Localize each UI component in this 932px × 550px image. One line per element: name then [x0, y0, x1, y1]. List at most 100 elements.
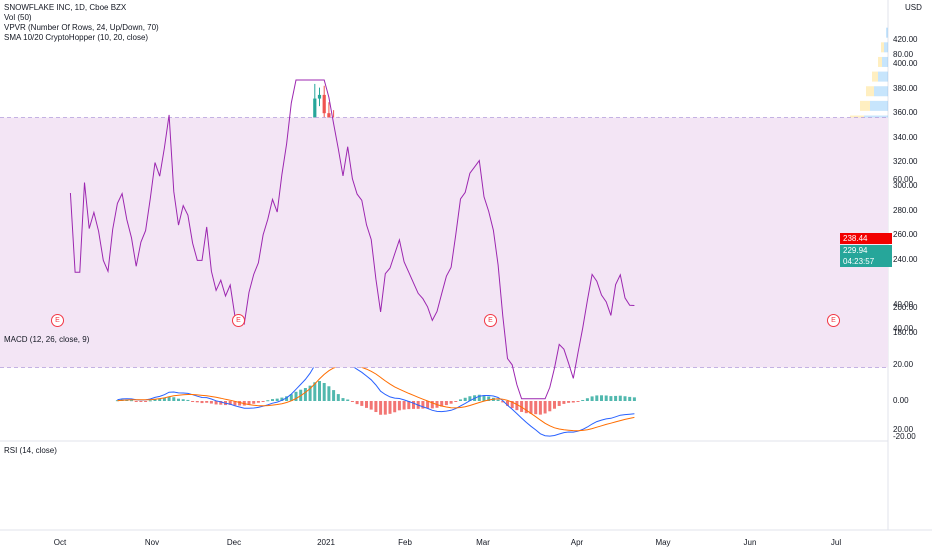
rsi-band	[0, 117, 888, 368]
macd-histogram-bar	[346, 399, 350, 401]
macd-histogram-bar	[590, 396, 594, 401]
macd-histogram-bar	[534, 401, 538, 415]
macd-histogram-bar	[186, 399, 190, 401]
macd-histogram-bar	[238, 401, 242, 406]
time-axis-label: May	[655, 538, 671, 547]
macd-histogram-bar	[426, 401, 430, 409]
macd-histogram-bar	[567, 401, 571, 403]
macd-histogram-bar	[360, 401, 364, 406]
macd-histogram-bar	[454, 401, 458, 402]
macd-histogram-bar	[538, 401, 542, 415]
macd-histogram-bar	[524, 401, 528, 414]
macd-histogram-bar	[228, 401, 232, 405]
macd-histogram-bar	[600, 395, 603, 401]
earnings-marker[interactable]: E	[51, 314, 64, 327]
axis-tick-label: 400.00	[893, 59, 918, 69]
macd-histogram-bar	[303, 388, 307, 401]
macd-histogram-bar	[571, 401, 575, 403]
time-axis-label: Feb	[398, 538, 412, 547]
vpvr-indicator-label: VPVR (Number Of Rows, 24, Up/Down, 70)	[4, 23, 159, 32]
volume-indicator-label: Vol (50)	[4, 13, 32, 22]
time-axis-label: Apr	[570, 538, 584, 547]
macd-histogram-bar	[585, 398, 589, 401]
axis-tick-label: -20.00	[893, 432, 916, 441]
macd-histogram-bar	[407, 401, 411, 410]
macd-histogram-bar	[172, 397, 176, 401]
macd-histogram-bar	[553, 401, 556, 409]
macd-histogram-bar	[468, 396, 472, 401]
macd-histogram-bar	[134, 401, 138, 402]
macd-histogram-bar	[374, 401, 378, 413]
macd-histogram-bar	[487, 396, 491, 401]
macd-histogram-bar	[543, 401, 547, 414]
macd-histogram-bar	[219, 401, 223, 405]
macd-histogram-bar	[144, 401, 148, 402]
macd-histogram-bar	[632, 397, 636, 401]
currency-label: USD	[905, 3, 922, 12]
time-axis-label: Oct	[53, 538, 67, 547]
macd-histogram-bar	[153, 399, 157, 401]
axis-tick-label: 20.00	[893, 425, 914, 434]
macd-histogram-bar	[214, 401, 218, 405]
time-axis-label: Dec	[226, 538, 242, 547]
time-axis-label: Jul	[830, 538, 842, 547]
macd-histogram-bar	[308, 385, 312, 401]
macd-histogram-bar	[595, 395, 599, 401]
macd-histogram-bar	[350, 401, 354, 402]
macd-histogram-bar	[614, 395, 618, 401]
macd-histogram-bar	[618, 395, 622, 401]
macd-histogram-bar	[379, 401, 383, 415]
macd-histogram-bar	[369, 401, 373, 410]
time-axis-label: 2021	[317, 538, 335, 547]
macd-histogram-bar	[313, 382, 317, 401]
axis-tick-label: 420.00	[893, 35, 918, 44]
axis-tick-label: 180.00	[893, 327, 918, 337]
macd-histogram-bar	[275, 398, 279, 401]
macd-histogram-bar	[463, 397, 467, 401]
macd-histogram-bar	[252, 401, 256, 404]
macd-histogram-bar	[548, 401, 552, 412]
time-axis-label: Nov	[144, 538, 160, 547]
axis-tick-label: 360.00	[893, 108, 918, 118]
macd-histogram-bar	[167, 396, 171, 401]
macd-histogram-bar	[496, 399, 500, 401]
axis-tick-label: 240.00	[893, 254, 918, 264]
axis-tick-label: 280.00	[893, 205, 918, 215]
macd-histogram-bar	[233, 401, 237, 406]
macd-histogram-bar	[449, 401, 453, 404]
earnings-marker[interactable]: E	[484, 314, 497, 327]
macd-histogram-bar	[289, 394, 293, 401]
macd-histogram-bar	[459, 399, 462, 401]
earnings-marker[interactable]: E	[232, 314, 245, 327]
macd-histogram-bar	[444, 401, 448, 406]
macd-histogram-bar	[332, 390, 336, 401]
axis-tick-label: 380.00	[893, 83, 918, 93]
macd-histogram-bar	[421, 401, 425, 409]
macd-histogram-bar	[191, 401, 195, 402]
macd-histogram-bar	[628, 396, 632, 401]
candle-body	[322, 94, 326, 114]
axis-tick-label: 40.00	[893, 300, 914, 309]
chart-legend: SNOWFLAKE INC, 1D, Cboe BZX Vol (50) VPV…	[4, 3, 159, 43]
vpvr-down-bar	[881, 42, 884, 53]
axis-tick-label: 0.00	[893, 396, 909, 405]
macd-line	[117, 355, 635, 437]
macd-histogram-bar	[148, 400, 152, 402]
last-price-tag: 229.94	[840, 245, 892, 256]
axis-tick-label: 300.00	[893, 181, 918, 191]
macd-histogram-bar	[200, 401, 204, 404]
vpvr-up-bar	[882, 56, 888, 67]
macd-histogram-bar	[181, 399, 185, 401]
macd-histogram-bar	[261, 401, 265, 402]
macd-histogram-bar	[327, 386, 331, 401]
macd-histogram-bar	[365, 401, 368, 408]
earnings-marker[interactable]: E	[827, 314, 840, 327]
macd-histogram-bar	[177, 398, 180, 401]
vpvr-down-bar	[878, 56, 882, 67]
macd-histogram-bar	[162, 397, 166, 401]
macd-histogram-bar	[510, 401, 514, 409]
vpvr-up-bar	[884, 42, 888, 53]
axis-tick-label: 340.00	[893, 132, 918, 142]
macd-histogram-bar	[430, 401, 434, 409]
